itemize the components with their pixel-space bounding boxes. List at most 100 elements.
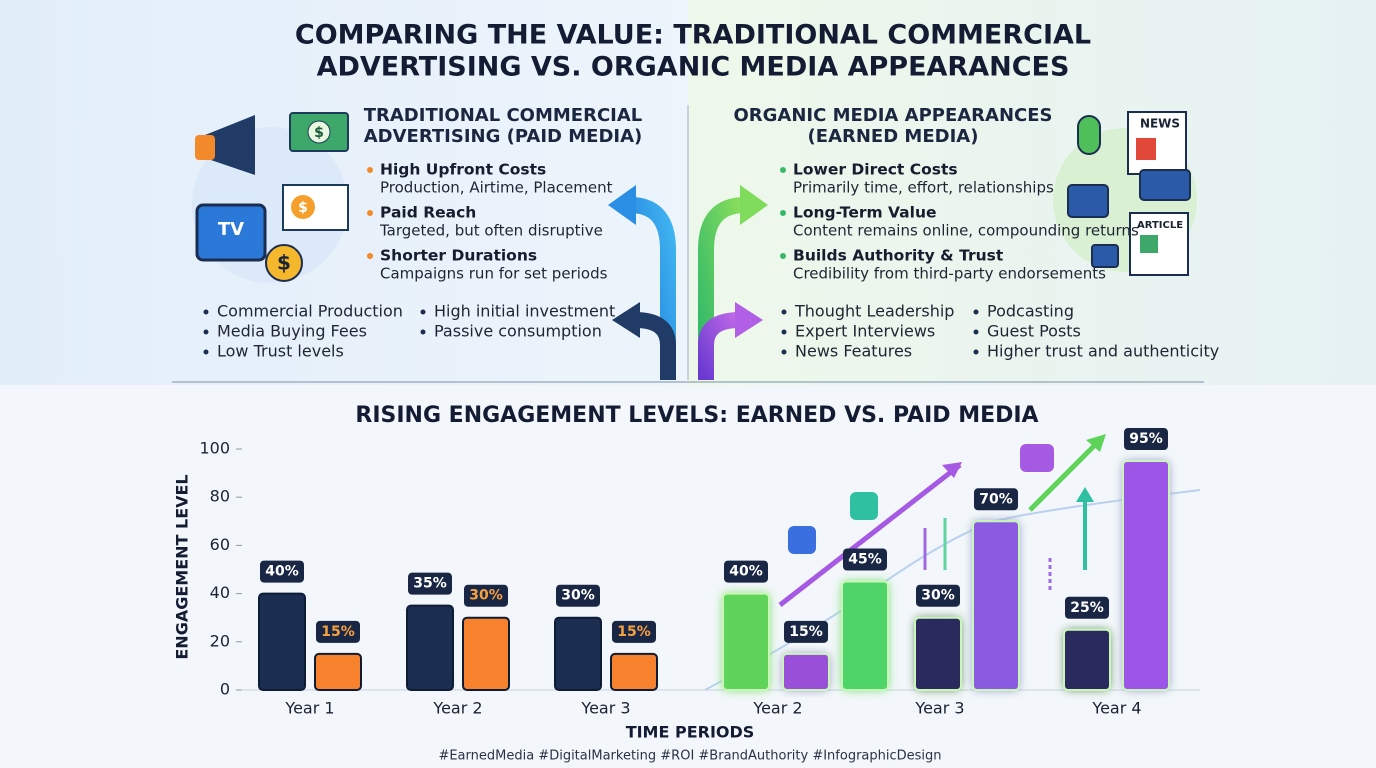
mic-handheld (1091, 244, 1119, 268)
value-label: 30% (561, 588, 595, 604)
bullet: Thought Leadership (794, 302, 954, 321)
bullet-dot (203, 309, 209, 315)
tv (195, 203, 267, 262)
bar (1063, 628, 1111, 691)
bullet-dot (203, 329, 209, 335)
point-title: Long-Term Value (793, 204, 937, 222)
arrow-head (942, 462, 962, 478)
bar (972, 520, 1020, 691)
bar (406, 604, 454, 692)
y-tick-label: 60 (210, 535, 230, 554)
icon-text: TV (218, 219, 244, 240)
bar (914, 616, 962, 692)
value-label-bg (408, 572, 452, 595)
icon-text: $ (298, 200, 308, 216)
value-label-bg (843, 548, 887, 571)
point-title: Builds Authority & Trust (793, 247, 1004, 265)
point-title: Shorter Durations (380, 247, 537, 265)
value-label: 30% (469, 588, 503, 604)
bullet-dot (367, 210, 373, 216)
point-text: Content remains online, compounding retu… (793, 222, 1139, 240)
bullet-dot (780, 253, 786, 259)
arrow-head (1076, 487, 1094, 502)
value-label: 25% (1070, 600, 1104, 616)
bar (462, 616, 510, 692)
value-label: 15% (789, 624, 823, 640)
bullet: Media Buying Fees (217, 322, 367, 341)
value-label: 95% (1129, 431, 1163, 447)
value-label-bg (784, 620, 828, 643)
value-label: 30% (921, 588, 955, 604)
title: ADVERTISING VS. ORGANIC MEDIA APPEARANCE… (317, 52, 1070, 83)
value-label-bg (1065, 596, 1109, 619)
point-text: Targeted, but often disruptive (379, 222, 603, 240)
arrow-head (740, 185, 768, 225)
value-label-bg (724, 560, 768, 583)
bar (841, 580, 889, 691)
value-label: 40% (729, 564, 763, 580)
arrow-head (612, 302, 640, 338)
bullet-dot (781, 349, 787, 355)
value-label: 15% (321, 624, 355, 640)
bullet-dot (420, 329, 426, 335)
x-axis-title: TIME PERIODS (626, 723, 755, 742)
bar (722, 592, 770, 691)
y-axis-title: ENGAGEMENT LEVEL (173, 474, 192, 659)
megaphone (205, 115, 255, 175)
bullet-dot (973, 329, 979, 335)
microphone (1077, 115, 1101, 155)
y-tick-label: 100 (199, 439, 230, 458)
value-label-bg (1124, 428, 1168, 451)
bullet-dot (973, 349, 979, 355)
arrows (629, 197, 746, 380)
icon-text: NEWS (1140, 117, 1180, 131)
value-label-bg (260, 560, 304, 583)
bullet: Expert Interviews (795, 322, 935, 341)
value-label: 15% (617, 624, 651, 640)
bar (782, 652, 830, 691)
coin (307, 120, 331, 144)
bar (610, 652, 658, 691)
value-label: 35% (413, 576, 447, 592)
bullet: News Features (795, 342, 912, 361)
x-tick-label: Year 3 (914, 699, 964, 718)
hashtags: #EarnedMedia #DigitalMarketing #ROI #Bra… (438, 749, 941, 764)
bullet-dot (973, 309, 979, 315)
y-tick-label: 0 (220, 680, 230, 699)
arrow-head (608, 185, 636, 225)
arrow-head (1086, 434, 1106, 452)
coin (291, 195, 315, 219)
x-tick-label: Year 2 (752, 699, 802, 718)
y-tick-label: 80 (210, 487, 230, 506)
bullet-dot (781, 309, 787, 315)
bullet-dot (780, 210, 786, 216)
bullet-dot (781, 329, 787, 335)
news-photo (1136, 138, 1156, 160)
bullet: High initial investment (434, 302, 615, 321)
coin (265, 244, 303, 282)
earned-panel-bg (688, 0, 1376, 385)
bullet: Higher trust and authenticity (987, 342, 1219, 361)
point-title: Paid Reach (380, 204, 476, 222)
point-title: Lower Direct Costs (793, 161, 958, 179)
y-tick-label: 20 (210, 631, 230, 650)
like-icon (788, 526, 816, 554)
point-text: Credibility from third-party endorsement… (793, 265, 1106, 283)
chat-icon (1020, 444, 1054, 472)
arrow-head (735, 302, 763, 338)
bullet-dot (367, 167, 373, 173)
camera (1139, 169, 1191, 201)
value-label-bg (464, 584, 508, 607)
article-photo (1140, 235, 1158, 253)
bullet: Passive consumption (434, 322, 602, 341)
value-label-bg (316, 620, 360, 643)
bullet: Podcasting (987, 302, 1074, 321)
icon-text: $ (314, 125, 324, 141)
bar (554, 616, 602, 692)
icon-text: $ (277, 251, 291, 275)
panel-heading: ORGANIC MEDIA APPEARANCES (733, 105, 1052, 126)
point-text: Campaigns run for set periods (380, 265, 608, 283)
value-label-bg (556, 584, 600, 607)
title: COMPARING THE VALUE: TRADITIONAL COMMERC… (295, 20, 1091, 51)
value-label-bg (974, 488, 1018, 511)
